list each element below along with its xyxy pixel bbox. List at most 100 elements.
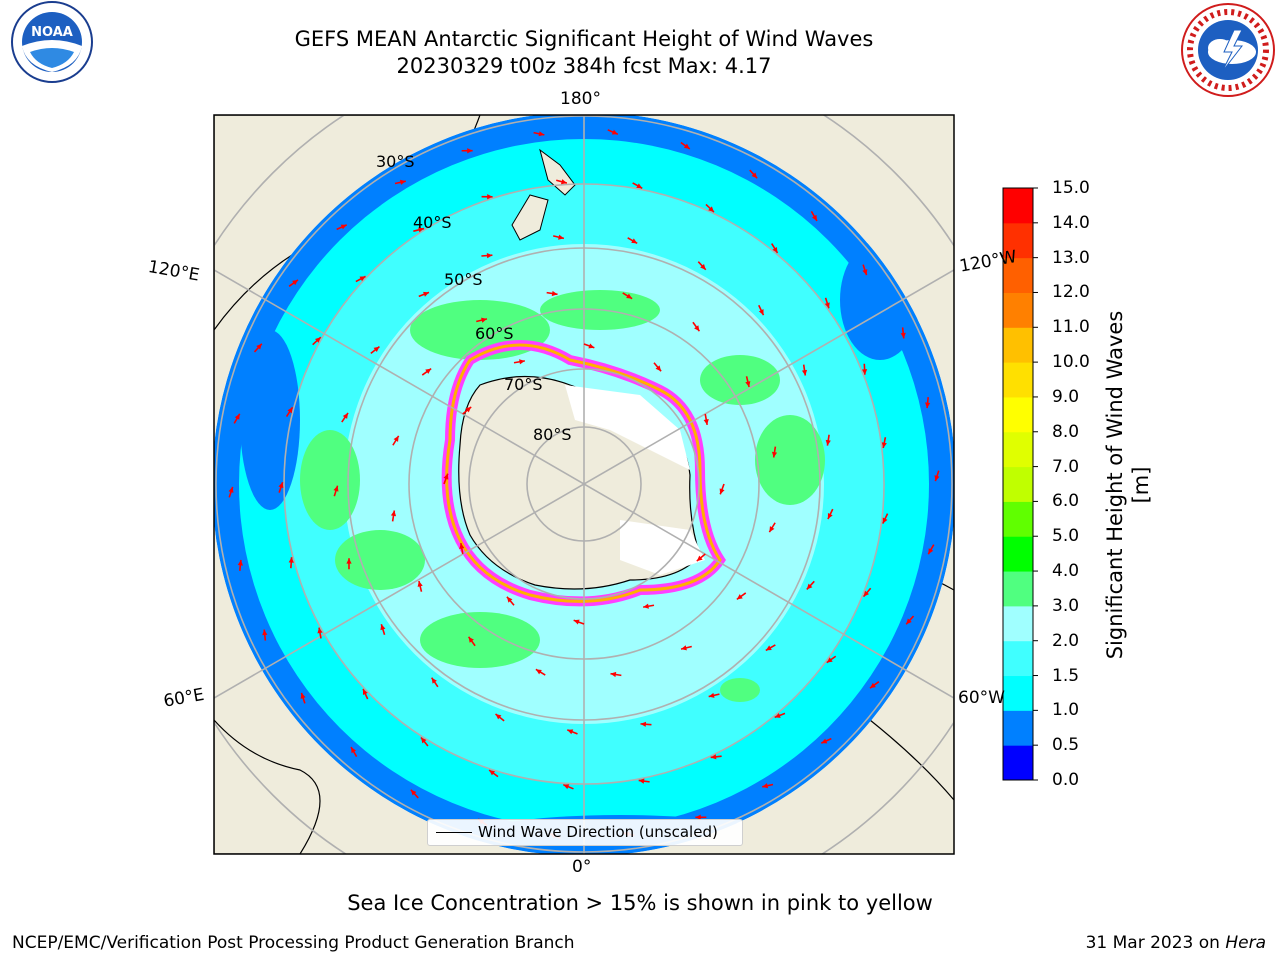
wave-arrow-head [925, 402, 931, 409]
sea-ice-note: Sea Ice Concentration > 15% is shown in … [347, 891, 933, 915]
wave-arrow-head [228, 486, 234, 493]
colorbar-segment [1003, 362, 1033, 398]
wave-arrow-head [315, 337, 321, 343]
colorbar-tick-label: 7.0 [1052, 456, 1080, 477]
colorbar-segment [1003, 640, 1033, 677]
wave-arrow-head [696, 555, 703, 562]
colorbar-tick-label: 15.0 [1052, 178, 1090, 198]
footer-host: Hera [1225, 933, 1266, 953]
wave-arrow-head [882, 517, 888, 524]
colorbar-segment [1003, 675, 1033, 711]
wave-arrow-head [467, 148, 473, 154]
colorbar-tick-label: 6.0 [1052, 491, 1080, 512]
colorbar-segment [1003, 257, 1033, 293]
colorbar-tick-label: 3.0 [1052, 595, 1080, 616]
lat-label-80s: 80°S [533, 425, 572, 444]
map-legend: Wind Wave Direction (unscaled) [427, 819, 743, 846]
wave-arrow-head [340, 224, 347, 230]
wave-arrow-head [719, 488, 725, 495]
wave-arrow-head [708, 692, 715, 698]
wave-arrow-head [300, 692, 306, 699]
lat-label-60s: 60°S [475, 324, 514, 343]
lat-label-50s: 50°S [444, 270, 483, 289]
wave-arrow-head [567, 729, 574, 735]
wave-arrow-head [519, 359, 525, 365]
wave-arrow-head [736, 594, 743, 600]
footer-date-text: 31 Mar 2023 on [1085, 933, 1220, 953]
colorbar-tick-label: 8.0 [1052, 421, 1080, 442]
noaa-logo: NOAA [11, 1, 93, 83]
wave-arrow-head [489, 770, 496, 776]
wave-arrow-head [643, 603, 649, 609]
wave-arrow-head [420, 737, 427, 744]
wave-arrow-head [824, 302, 830, 309]
wave-arrow-head [710, 754, 717, 760]
colorbar-segment [1003, 222, 1033, 259]
wave-arrow-head [631, 238, 638, 244]
wave-arrow-head [769, 526, 775, 533]
ross-ice-shelf [565, 385, 690, 470]
colorbar [1003, 187, 1038, 781]
wave-arrow-head [560, 179, 567, 185]
wave-arrow-head [443, 473, 449, 480]
lat-label-30s: 30°S [376, 152, 415, 171]
noaa-logo-text: NOAA [31, 25, 73, 40]
wave-arrow-head [626, 293, 633, 299]
sea-ice-inner-edge [445, 343, 722, 603]
wave-arrow-head [373, 346, 380, 352]
lon-label-0: 0° [572, 857, 592, 877]
colorbar-tick-label: 13.0 [1052, 247, 1090, 268]
wave-arrow-head [774, 712, 781, 718]
wave-arrow-head [758, 309, 764, 316]
wave-arrow-head [683, 143, 690, 149]
wave-arrow-head [811, 214, 817, 221]
wave-arrow-head [863, 590, 870, 597]
colorbar-tick-label: 1.5 [1052, 665, 1080, 686]
wave-arrow-head [538, 131, 545, 137]
colorbar-segment [1003, 536, 1033, 572]
wave-arrow-head [900, 332, 906, 339]
wave-arrow-head [861, 369, 868, 375]
colorbar-segment [1003, 431, 1033, 468]
lat-label-40s: 40°S [413, 213, 452, 232]
colorbar-segment [1003, 466, 1033, 502]
wave-arrow-head [862, 269, 868, 276]
wave-arrow-head [481, 317, 487, 323]
footer-credit: NCEP/EMC/Verification Post Processing Pr… [12, 933, 575, 953]
wave-arrow-head [256, 343, 262, 350]
wave-arrow-head [333, 485, 339, 492]
wave-arrow-head [465, 406, 472, 413]
wave-arrow-head [708, 206, 714, 213]
wave-arrow-head [558, 234, 564, 240]
footer-date: 31 Mar 2023 on Hera [1086, 933, 1266, 953]
wave-arrow-head [636, 183, 643, 189]
colorbar-tick-label: 4.0 [1052, 561, 1080, 582]
lon-label-60w: 60°W [958, 688, 1005, 708]
wave-arrow-head [495, 714, 502, 720]
colorbar-segment [1003, 605, 1033, 642]
legend-line-icon [436, 832, 472, 833]
wave-arrow-head [640, 721, 647, 727]
wave-arrow-head [288, 557, 294, 563]
wave-arrow-head [234, 413, 240, 420]
colorbar-segment [1003, 571, 1033, 607]
colorbar-tick-label: 11.0 [1052, 317, 1090, 338]
wave-arrow-head [881, 442, 887, 449]
wave-arrow-head [694, 325, 700, 332]
wave-arrow-head [765, 645, 772, 651]
colorbar-tick-label: 0.0 [1052, 770, 1080, 790]
chart-subtitle: 20230329 t00z 384h fcst Max: 4.17 [396, 54, 772, 78]
new-zealand-land [511, 148, 576, 241]
colorbar-tick-label: 1.0 [1052, 700, 1080, 721]
wave-arrow-head [573, 619, 580, 625]
chart-title: GEFS MEAN Antarctic Significant Height o… [294, 27, 874, 51]
wave-arrow-head [771, 451, 778, 458]
colorbar-frame [1002, 187, 1034, 781]
colorbar-tick-label: 10.0 [1052, 352, 1090, 373]
legend-label: Wind Wave Direction (unscaled) [478, 823, 718, 841]
wave-arrow-head [934, 475, 940, 482]
colorbar-segment [1003, 745, 1033, 781]
wave-arrow-head [695, 814, 701, 820]
wave-arrow-head [535, 669, 542, 675]
